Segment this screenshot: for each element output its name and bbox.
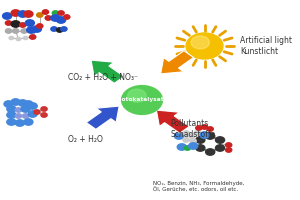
Circle shape (11, 99, 20, 105)
Circle shape (174, 133, 184, 139)
Circle shape (191, 36, 209, 49)
Polygon shape (160, 51, 194, 74)
Circle shape (56, 28, 63, 32)
Circle shape (190, 139, 196, 143)
Circle shape (24, 101, 33, 107)
Text: Photokatalysator: Photokatalysator (113, 98, 171, 102)
Circle shape (189, 143, 198, 149)
Circle shape (34, 110, 40, 114)
Circle shape (29, 35, 36, 39)
Circle shape (206, 133, 215, 139)
Circle shape (64, 15, 70, 19)
Circle shape (21, 106, 30, 112)
Circle shape (13, 29, 19, 33)
Circle shape (4, 101, 13, 107)
Circle shape (207, 127, 213, 131)
Circle shape (32, 26, 41, 32)
Circle shape (21, 29, 27, 33)
Circle shape (196, 126, 202, 130)
Circle shape (215, 137, 225, 143)
Circle shape (25, 20, 34, 26)
Circle shape (24, 119, 33, 125)
Text: NOₓ, Benzin, NH₃, Formaldehyde,
Öl, Gerüche, etc. odors, oil etc.: NOₓ, Benzin, NH₃, Formaldehyde, Öl, Gerü… (153, 181, 245, 193)
Circle shape (56, 17, 66, 23)
Circle shape (200, 132, 209, 138)
Text: Pollutants
Schadstoffe: Pollutants Schadstoffe (170, 119, 216, 139)
Polygon shape (86, 106, 119, 129)
Circle shape (15, 120, 24, 126)
Text: O₂ + H₂O: O₂ + H₂O (68, 136, 103, 144)
Circle shape (18, 11, 27, 17)
Circle shape (20, 23, 26, 27)
Circle shape (128, 89, 146, 102)
Circle shape (186, 33, 223, 59)
Text: CO₂ + H₂O + NO₃⁻: CO₂ + H₂O + NO₃⁻ (68, 72, 138, 82)
Circle shape (37, 24, 43, 28)
Circle shape (206, 149, 215, 155)
Circle shape (7, 106, 16, 112)
Polygon shape (156, 110, 189, 133)
Circle shape (28, 111, 37, 117)
Text: Artificial light
Kunstlicht: Artificial light Kunstlicht (240, 36, 292, 56)
Circle shape (196, 145, 205, 151)
Circle shape (5, 29, 12, 33)
Circle shape (226, 143, 232, 147)
Circle shape (11, 10, 20, 16)
Circle shape (42, 10, 49, 14)
Circle shape (9, 36, 14, 40)
Circle shape (189, 134, 195, 138)
Circle shape (15, 114, 22, 118)
Circle shape (226, 148, 232, 152)
Circle shape (184, 146, 190, 150)
Circle shape (28, 103, 37, 109)
Circle shape (215, 145, 225, 151)
Circle shape (15, 108, 22, 112)
Circle shape (51, 27, 57, 31)
Circle shape (22, 114, 29, 118)
Circle shape (45, 16, 51, 20)
Circle shape (201, 125, 208, 129)
Circle shape (37, 13, 43, 17)
Circle shape (52, 11, 58, 15)
Circle shape (11, 21, 20, 27)
Circle shape (177, 144, 186, 150)
Circle shape (183, 138, 189, 142)
Circle shape (61, 27, 67, 31)
Circle shape (41, 113, 47, 117)
Circle shape (5, 21, 12, 25)
Circle shape (183, 131, 189, 135)
Circle shape (122, 86, 163, 114)
Circle shape (27, 27, 36, 33)
Circle shape (41, 107, 47, 111)
Circle shape (51, 15, 60, 21)
Circle shape (23, 36, 28, 40)
Circle shape (24, 11, 33, 17)
Circle shape (58, 11, 64, 15)
Circle shape (7, 112, 16, 118)
Circle shape (18, 100, 27, 106)
Circle shape (7, 119, 16, 125)
Circle shape (196, 137, 205, 143)
Circle shape (16, 37, 21, 41)
Polygon shape (91, 60, 124, 83)
Circle shape (3, 13, 12, 19)
Circle shape (194, 131, 200, 135)
